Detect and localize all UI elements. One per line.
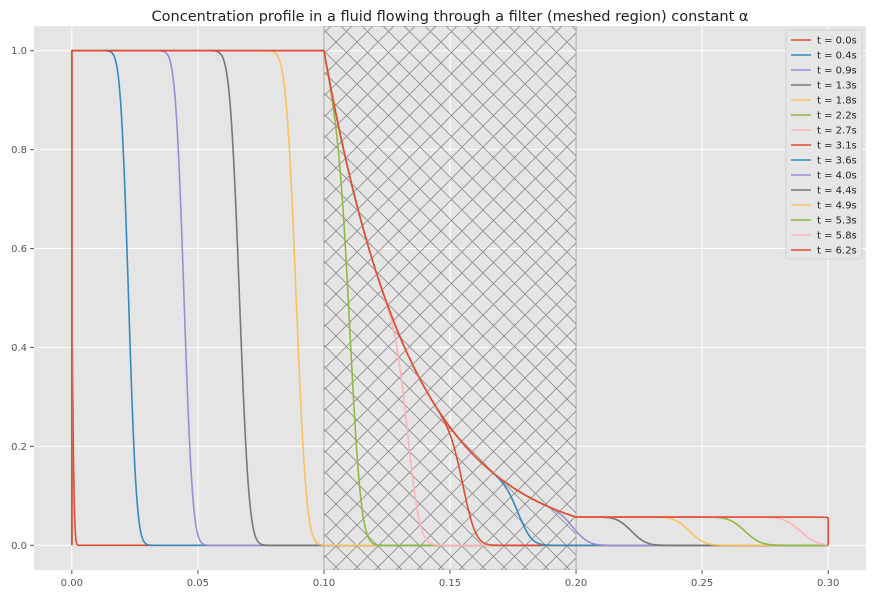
y-tick-label: 0.6 (11, 244, 27, 255)
legend-label: t = 2.7s (817, 126, 857, 137)
x-tick-label: 0.20 (565, 578, 587, 589)
filter-mesh (323, 26, 577, 570)
chart-title: Concentration profile in a fluid flowing… (152, 9, 749, 25)
series-lines (71, 49, 829, 547)
y-axis-ticks: 0.0 0.2 0.4 0.6 0.8 1.0 (11, 46, 34, 552)
filter-region (323, 26, 577, 570)
legend-label: t = 0.0s (817, 36, 857, 47)
legend-label: t = 6.2s (817, 246, 857, 257)
y-tick-label: 0.0 (11, 541, 27, 552)
y-tick-label: 0.4 (11, 343, 27, 354)
y-tick-label: 0.2 (11, 442, 27, 453)
x-tick-label: 0.10 (313, 578, 335, 589)
x-tick-label: 0.05 (187, 578, 209, 589)
legend-label: t = 2.2s (817, 111, 857, 122)
legend-label: t = 0.4s (817, 51, 857, 62)
series-line (71, 49, 829, 546)
legend-label: t = 0.9s (817, 66, 857, 77)
legend-label: t = 5.8s (817, 231, 857, 242)
legend-label: t = 4.0s (817, 171, 857, 182)
legend: t = 0.0s t = 0.4s t = 0.9s t = 1.3s t = 1.8s… (785, 29, 863, 260)
x-axis-ticks: 0.00 0.05 0.10 0.15 0.20 0.25 0.30 (61, 570, 839, 589)
x-tick-label: 0.00 (61, 578, 83, 589)
legend-label: t = 3.1s (817, 141, 857, 152)
legend-box (785, 29, 863, 260)
x-tick-label: 0.30 (817, 578, 839, 589)
x-tick-label: 0.15 (439, 578, 461, 589)
legend-label: t = 3.6s (817, 156, 857, 167)
legend-label: t = 1.3s (817, 81, 857, 92)
y-tick-label: 0.8 (11, 145, 27, 156)
y-tick-label: 1.0 (11, 46, 27, 57)
x-tick-label: 0.25 (691, 578, 713, 589)
legend-label: t = 5.3s (817, 216, 857, 227)
legend-label: t = 1.8s (817, 96, 857, 107)
legend-label: t = 4.4s (817, 186, 857, 197)
legend-label: t = 4.9s (817, 201, 857, 212)
